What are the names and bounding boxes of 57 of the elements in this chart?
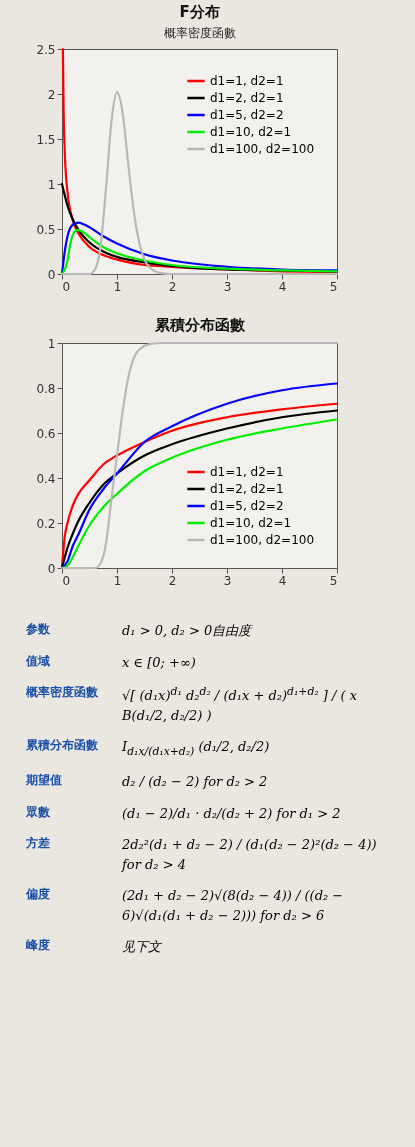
y-tick-label: 0.6 [36,426,56,441]
text: 峰度 [25,937,51,955]
legend-label: d1=100, d2=100 [210,142,315,156]
y-tick-label: 0 [47,561,56,576]
legend-label: d1=1, d2=1 [210,74,284,88]
line-series [60,91,339,276]
text: x ∈ [0; +∞) [121,653,197,672]
x-tick-label: 1 [113,573,122,588]
legend-label: d1=5, d2=2 [210,499,284,513]
text: 累積分布函數 [25,737,99,755]
text: d₂ / (d₂ − 2) for d₂ > 2 [121,773,269,792]
x-tick-label: 4 [278,573,287,588]
chart-title: F分布 [179,3,220,21]
y-tick-label: 2 [47,87,56,102]
text: 偏度 [24,886,51,904]
x-tick-label: 1 [113,279,122,294]
text: 值域 [24,652,51,670]
y-tick-label: 0.2 [36,516,56,531]
legend-label: d1=2, d2=1 [210,482,284,496]
y-tick-label: 0.4 [36,471,56,486]
x-tick-label: 4 [278,279,287,294]
x-tick-label: 3 [223,573,232,588]
text: I$_{d₁x/(d₁x+d₂)}$ (d₁/2, d₂/2) [121,738,271,760]
text: 期望值 [25,772,63,790]
chart-title: 累積分布函數 [153,316,246,334]
text: 2d₂²(d₁ + d₂ − 2) / (d₁(d₂ − 2)²(d₂ − 4)) for d₂ > 4 [120,836,378,874]
y-tick-label: 0.8 [36,381,56,396]
y-tick-label: 2.5 [36,42,56,57]
line-series [60,341,339,570]
x-tick-label: 5 [329,279,338,294]
text: 眾數 [25,803,51,821]
legend-label: d1=1, d2=1 [210,465,284,479]
x-tick-label: 2 [168,279,177,294]
chart-subtitle: 概率密度函數 [163,26,236,40]
legend-label: d1=10, d2=1 [210,125,292,139]
text: 概率密度函數 [25,684,99,701]
x-tick-label: 0 [62,573,71,588]
text: 见下文 [121,938,163,957]
x-tick-label: 2 [168,573,177,588]
text: 参数 [25,621,51,638]
text: (2d₁ + d₂ − 2)√(8(d₂ − 4)) / ((d₂ − 6)√(d₁(d₁ + d₂ − 2))) for d₂ > 6 [121,887,345,925]
text: d₁ > 0, d₂ > 0自由度 [121,622,254,640]
y-tick-label: 1.5 [36,132,56,147]
x-tick-label: 5 [329,573,338,588]
legend-label: d1=10, d2=1 [210,516,292,530]
y-tick-label: 0 [47,267,56,282]
y-tick-label: 1 [47,177,56,192]
legend-label: d1=100, d2=100 [210,533,315,547]
x-tick-label: 0 [62,279,71,294]
y-tick-label: 0.5 [36,222,56,237]
text: √[ (d₁x)$^{d₁}$ d₂$^{d₂}$ / (d₁x + d₂)$^{d₁+d₂}$ ] / ( x B(d₁/2, d₂/2) ) [122,685,358,723]
legend-label: d1=5, d2=2 [210,108,284,122]
text: 方差 [25,835,51,853]
x-tick-label: 3 [223,279,232,294]
y-tick-label: 1 [47,336,56,351]
legend-label: d1=2, d2=1 [210,91,284,105]
text: (d₁ − 2)/d₁ · d₂/(d₂ + 2) for d₁ > 2 [121,804,342,823]
